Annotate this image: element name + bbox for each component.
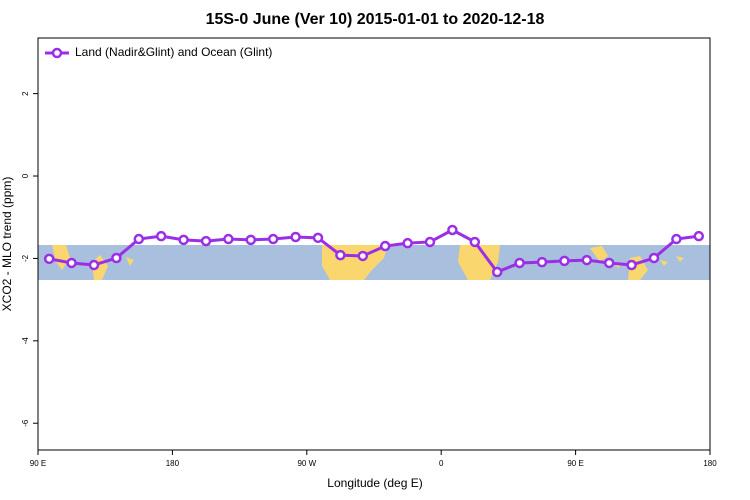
point (514, 257, 525, 269)
point (536, 256, 548, 268)
y-tick-label: -6 (21, 419, 30, 427)
x-tick-label: 90 E (567, 459, 583, 468)
x-tick-label: 180 (166, 459, 180, 468)
plot-frame (37, 37, 711, 451)
point (43, 253, 55, 265)
land (458, 245, 500, 280)
legend-marker (51, 47, 63, 59)
y-tick-label: 0 (21, 173, 30, 178)
point (66, 257, 77, 269)
point (671, 233, 682, 245)
y-axis-label: XCO2 - MLO trend (ppm) (0, 177, 14, 312)
point (447, 224, 458, 236)
point (357, 250, 369, 262)
x-tick-label: 90 W (297, 459, 316, 468)
point (626, 259, 637, 271)
point (312, 232, 324, 244)
y-tick-label: -4 (21, 337, 30, 345)
point (200, 235, 212, 247)
point (245, 234, 257, 246)
y-tick-label: -2 (21, 254, 30, 262)
point (267, 233, 279, 245)
point (603, 257, 615, 269)
point (133, 233, 145, 245)
x-tick-label: 90 E (30, 459, 46, 468)
x-tick-label: 0 (439, 459, 444, 468)
legend-label: Land (Nadir&Glint) and Ocean (Glint) (75, 45, 272, 59)
point (290, 231, 301, 243)
point (88, 259, 100, 271)
point (469, 236, 481, 248)
point (559, 255, 570, 267)
point (491, 266, 503, 278)
point (178, 234, 189, 246)
point (155, 230, 167, 242)
point (223, 233, 234, 245)
x-tick-label: 180 (703, 459, 717, 468)
y-tick-label: 2 (21, 91, 30, 96)
point (402, 237, 413, 249)
point (648, 252, 660, 264)
point (424, 236, 436, 248)
point (581, 254, 593, 266)
point (335, 249, 346, 261)
point (111, 252, 122, 264)
point (379, 240, 391, 252)
chart-title: 15S-0 June (Ver 10) 2015-01-01 to 2020-1… (206, 11, 545, 28)
x-axis-label: Longitude (deg E) (327, 476, 422, 490)
point (693, 230, 705, 242)
